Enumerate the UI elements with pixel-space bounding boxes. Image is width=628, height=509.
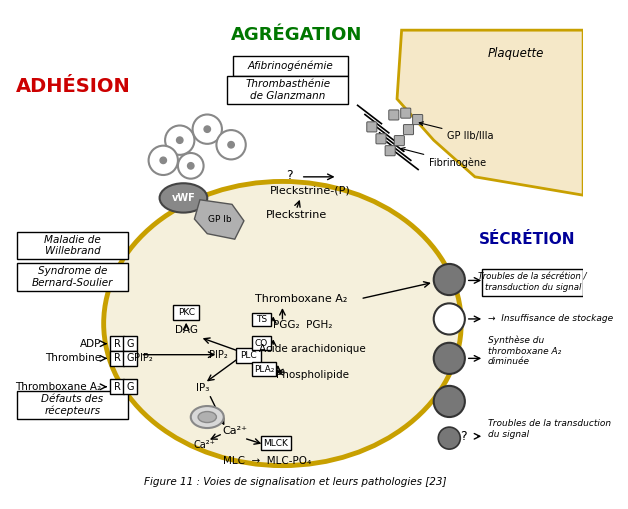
- Text: PGG₂  PGH₂: PGG₂ PGH₂: [273, 320, 332, 330]
- Circle shape: [176, 137, 183, 144]
- Text: R: R: [114, 353, 121, 363]
- Text: PIP₂: PIP₂: [209, 350, 227, 360]
- Text: Ca²⁺: Ca²⁺: [193, 440, 215, 450]
- FancyBboxPatch shape: [376, 134, 386, 144]
- Polygon shape: [195, 200, 244, 239]
- FancyBboxPatch shape: [16, 263, 128, 291]
- Text: IP₃: IP₃: [196, 383, 209, 393]
- Text: ?: ?: [286, 168, 293, 182]
- Text: PKC: PKC: [178, 308, 195, 317]
- FancyBboxPatch shape: [123, 379, 137, 394]
- Text: ?: ?: [460, 430, 467, 443]
- Text: R: R: [114, 338, 121, 349]
- Text: Figure 11 : Voies de signalisation et leurs pathologies [23]: Figure 11 : Voies de signalisation et le…: [144, 477, 447, 487]
- Text: Maladie de
Willebrand: Maladie de Willebrand: [44, 235, 101, 257]
- Text: DAG: DAG: [175, 325, 198, 335]
- Text: Thromboxane A₂: Thromboxane A₂: [254, 294, 347, 304]
- Circle shape: [434, 264, 465, 295]
- FancyBboxPatch shape: [385, 146, 395, 156]
- Text: vWF: vWF: [171, 193, 195, 203]
- Text: G: G: [126, 338, 134, 349]
- Text: Thrombasthénie
de Glanzmann: Thrombasthénie de Glanzmann: [246, 79, 330, 101]
- FancyBboxPatch shape: [173, 305, 199, 320]
- Text: Acide arachidonique: Acide arachidonique: [259, 344, 366, 354]
- Text: G: G: [126, 382, 134, 392]
- FancyBboxPatch shape: [16, 232, 128, 260]
- Text: ADHÉSION: ADHÉSION: [16, 77, 131, 97]
- Text: MLCK: MLCK: [264, 439, 288, 448]
- Text: CO: CO: [255, 339, 268, 348]
- Text: →  Insuffisance de stockage: → Insuffisance de stockage: [488, 315, 613, 323]
- FancyBboxPatch shape: [123, 351, 137, 365]
- Circle shape: [434, 386, 465, 417]
- Polygon shape: [397, 30, 583, 195]
- FancyBboxPatch shape: [413, 115, 423, 125]
- Circle shape: [193, 115, 222, 144]
- Text: R: R: [114, 382, 121, 392]
- FancyBboxPatch shape: [394, 135, 404, 146]
- Circle shape: [165, 126, 195, 155]
- Circle shape: [438, 427, 460, 449]
- Text: MLC  →  MLC-PO₄: MLC → MLC-PO₄: [223, 456, 311, 466]
- Text: Ca²⁺: Ca²⁺: [222, 426, 247, 436]
- Circle shape: [149, 146, 178, 175]
- FancyBboxPatch shape: [227, 76, 349, 103]
- Text: Plaquette: Plaquette: [488, 47, 544, 60]
- Circle shape: [204, 126, 210, 132]
- FancyBboxPatch shape: [110, 351, 124, 365]
- Text: Défauts des
récepteurs: Défauts des récepteurs: [41, 394, 104, 416]
- FancyBboxPatch shape: [123, 336, 137, 351]
- Circle shape: [228, 142, 234, 148]
- FancyBboxPatch shape: [261, 436, 291, 450]
- Text: PLC: PLC: [240, 351, 257, 360]
- FancyBboxPatch shape: [403, 125, 413, 135]
- FancyBboxPatch shape: [401, 108, 411, 118]
- Text: Synthèse du
thromboxane A₂
diminuée: Synthèse du thromboxane A₂ diminuée: [488, 336, 561, 366]
- Ellipse shape: [160, 183, 207, 213]
- Text: PLA₂: PLA₂: [254, 365, 274, 374]
- Text: TS: TS: [256, 316, 267, 324]
- Text: ADP: ADP: [80, 338, 101, 349]
- Text: PIP₂: PIP₂: [134, 353, 153, 363]
- Text: GP Ib: GP Ib: [208, 215, 232, 224]
- Circle shape: [434, 343, 465, 374]
- FancyBboxPatch shape: [367, 122, 377, 132]
- Ellipse shape: [191, 406, 224, 428]
- Text: Thromboxane A₂: Thromboxane A₂: [15, 382, 101, 392]
- Text: Thrombine: Thrombine: [45, 353, 101, 363]
- FancyBboxPatch shape: [252, 336, 271, 350]
- Circle shape: [434, 303, 465, 334]
- FancyBboxPatch shape: [16, 391, 128, 419]
- Text: Troubles de la transduction
du signal: Troubles de la transduction du signal: [488, 419, 611, 439]
- Text: Troubles de la sécrétion /
transduction du signal: Troubles de la sécrétion / transduction …: [479, 273, 587, 292]
- Circle shape: [160, 157, 166, 163]
- FancyBboxPatch shape: [252, 362, 276, 376]
- Text: G: G: [126, 353, 134, 363]
- Text: AGRÉGATION: AGRÉGATION: [230, 26, 362, 44]
- Text: Afibrinogénémie: Afibrinogénémie: [248, 61, 333, 71]
- FancyBboxPatch shape: [236, 348, 261, 363]
- Circle shape: [188, 163, 194, 169]
- FancyBboxPatch shape: [252, 313, 271, 326]
- Ellipse shape: [104, 181, 461, 466]
- FancyBboxPatch shape: [389, 110, 399, 120]
- Text: SÉCRÉTION: SÉCRÉTION: [479, 232, 575, 247]
- FancyBboxPatch shape: [233, 56, 349, 76]
- Ellipse shape: [198, 412, 217, 422]
- Circle shape: [178, 153, 203, 179]
- Text: Fibrinogène: Fibrinogène: [401, 148, 486, 168]
- Circle shape: [217, 130, 246, 159]
- Text: Pleckstrine: Pleckstrine: [266, 210, 327, 220]
- Text: Pleckstrine-(P): Pleckstrine-(P): [269, 186, 350, 195]
- FancyBboxPatch shape: [482, 269, 583, 296]
- Text: GP IIb/IIIa: GP IIb/IIIa: [420, 122, 494, 140]
- FancyBboxPatch shape: [110, 336, 124, 351]
- FancyBboxPatch shape: [110, 379, 124, 394]
- Text: Phospholipide: Phospholipide: [276, 370, 349, 380]
- Text: Syndrome de
Bernard-Soulier: Syndrome de Bernard-Soulier: [32, 266, 113, 288]
